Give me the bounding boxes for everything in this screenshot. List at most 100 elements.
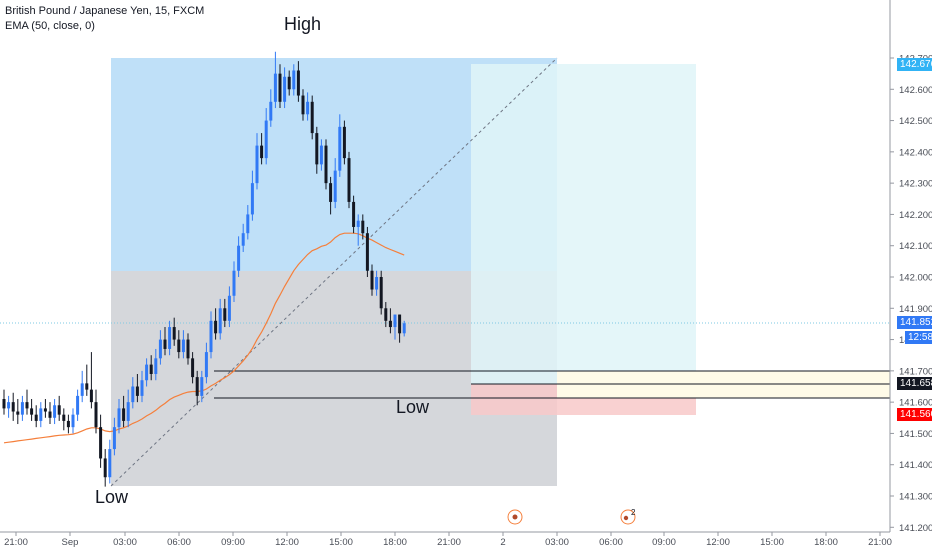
candle[interactable]: [237, 236, 241, 277]
candle[interactable]: [177, 330, 181, 359]
candle[interactable]: [191, 352, 195, 384]
candle[interactable]: [342, 120, 346, 165]
candle[interactable]: [66, 414, 70, 434]
price-axis[interactable]: 141.200 141.300 141.400 141.500 141.600 141.7…: [890, 54, 932, 534]
candle[interactable]: [370, 264, 374, 296]
candle[interactable]: [112, 417, 116, 456]
candle[interactable]: [20, 395, 24, 421]
high-label[interactable]: High: [284, 14, 321, 34]
candle[interactable]: [195, 370, 199, 406]
symbol-title[interactable]: British Pound / Japanese Yen, 15, FXCM: [5, 5, 205, 17]
candle[interactable]: [76, 389, 80, 421]
candle[interactable]: [352, 195, 356, 234]
candle[interactable]: [172, 317, 176, 346]
candle[interactable]: [301, 89, 305, 121]
candle[interactable]: [57, 395, 61, 421]
candle[interactable]: [347, 151, 351, 209]
candle[interactable]: [62, 408, 66, 431]
candle[interactable]: [283, 67, 287, 109]
candle[interactable]: [255, 133, 259, 190]
candle[interactable]: [393, 314, 397, 340]
time-axis[interactable]: 21:00 Sep 03:00 06:00 09:00 12:00 15:00 18:00 21…: [4, 532, 892, 548]
candle[interactable]: [39, 402, 43, 428]
candle[interactable]: [168, 320, 172, 356]
candle[interactable]: [149, 355, 153, 381]
candle[interactable]: [365, 226, 369, 277]
candle[interactable]: [200, 370, 204, 403]
candle[interactable]: [338, 114, 342, 177]
candle[interactable]: [145, 358, 149, 387]
candle[interactable]: [306, 92, 310, 121]
candle[interactable]: [30, 399, 34, 421]
candle[interactable]: [158, 330, 162, 365]
candle[interactable]: [154, 348, 158, 381]
candle[interactable]: [379, 270, 383, 315]
candle[interactable]: [315, 126, 319, 174]
candle[interactable]: [131, 377, 135, 409]
low-label-right[interactable]: Low: [396, 397, 430, 417]
candle[interactable]: [25, 389, 29, 415]
candle[interactable]: [310, 95, 314, 140]
candle[interactable]: [214, 308, 218, 340]
candle[interactable]: [246, 205, 250, 240]
candle[interactable]: [204, 342, 208, 384]
event-icon-2[interactable]: 2: [620, 508, 636, 525]
event-icon-1[interactable]: [507, 509, 523, 525]
candle[interactable]: [241, 223, 245, 252]
candle[interactable]: [292, 64, 296, 96]
candle[interactable]: [273, 51, 277, 109]
candle[interactable]: [103, 449, 107, 487]
candle[interactable]: [361, 214, 365, 240]
candle[interactable]: [209, 311, 213, 359]
candle[interactable]: [218, 298, 222, 340]
candle[interactable]: [269, 89, 273, 127]
candle[interactable]: [324, 139, 328, 190]
candle[interactable]: [250, 170, 254, 221]
projection-target-zone[interactable]: [471, 64, 696, 384]
candle[interactable]: [223, 298, 227, 328]
candle[interactable]: [135, 373, 139, 403]
candle[interactable]: [43, 399, 47, 418]
candle[interactable]: [2, 389, 6, 415]
candle[interactable]: [53, 399, 57, 425]
candle[interactable]: [89, 352, 93, 409]
candle[interactable]: [388, 308, 392, 334]
chart-legend[interactable]: British Pound / Japanese Yen, 15, FXCM E…: [5, 4, 204, 34]
candle[interactable]: [278, 64, 282, 109]
candle[interactable]: [384, 302, 388, 328]
candle[interactable]: [375, 270, 379, 296]
candle[interactable]: [122, 395, 126, 428]
diagonal-trend-line[interactable]: [110, 57, 558, 487]
candle[interactable]: [99, 414, 103, 468]
candle[interactable]: [333, 158, 337, 209]
candle[interactable]: [48, 402, 52, 425]
candle[interactable]: [260, 133, 264, 165]
candle[interactable]: [108, 439, 112, 484]
candle[interactable]: [34, 405, 38, 428]
candle[interactable]: [232, 261, 236, 303]
candle[interactable]: [11, 392, 15, 421]
candle[interactable]: [117, 399, 121, 434]
candle[interactable]: [227, 286, 231, 328]
candle[interactable]: [356, 214, 360, 246]
candle[interactable]: [319, 139, 323, 171]
candle[interactable]: [80, 370, 84, 403]
candle[interactable]: [287, 70, 291, 96]
candle[interactable]: [140, 370, 144, 403]
candle[interactable]: [402, 320, 406, 337]
candle[interactable]: [126, 389, 130, 428]
candle[interactable]: [398, 314, 402, 343]
candle[interactable]: [7, 395, 11, 418]
candle[interactable]: [94, 389, 98, 434]
candle[interactable]: [16, 399, 20, 425]
candle[interactable]: [85, 364, 89, 396]
candle[interactable]: [329, 176, 333, 215]
low-label-left[interactable]: Low: [95, 487, 129, 507]
candle[interactable]: [264, 108, 268, 165]
candle[interactable]: [163, 327, 167, 356]
candle[interactable]: [71, 408, 75, 434]
candle[interactable]: [296, 61, 300, 102]
ema-legend[interactable]: EMA (50, close, 0): [5, 20, 95, 32]
candle[interactable]: [181, 330, 185, 359]
